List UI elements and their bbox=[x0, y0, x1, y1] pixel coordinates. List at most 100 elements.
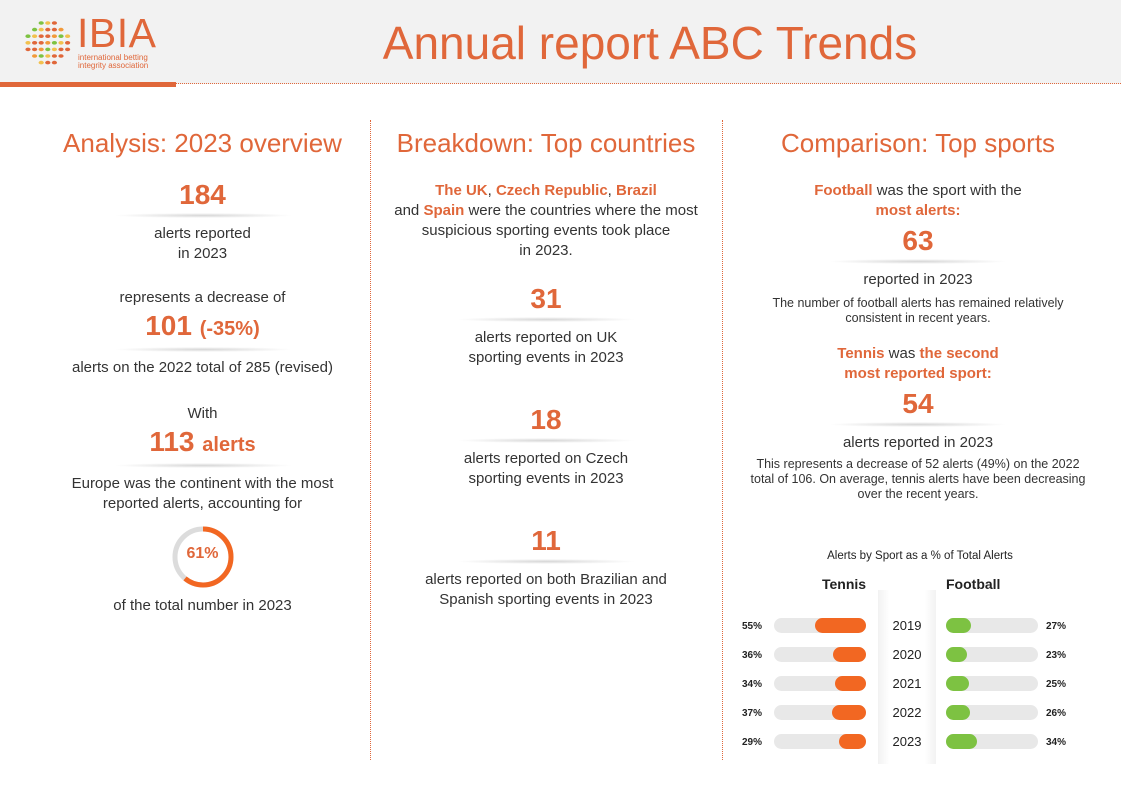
logo-dot bbox=[45, 41, 51, 45]
brazil-text: alerts reported on both Brazilian and Sp… bbox=[380, 570, 712, 610]
logo-dot bbox=[38, 41, 44, 45]
football-pct-label: 26% bbox=[1046, 708, 1067, 719]
logo-dot bbox=[51, 21, 57, 25]
logo-dot bbox=[38, 60, 44, 65]
countries-intro-line2: and Spain were the countries where the m… bbox=[380, 201, 712, 221]
sport-football: Football bbox=[814, 182, 873, 199]
total-alerts-line2: in 2023 bbox=[177, 245, 228, 262]
tennis-bar bbox=[839, 734, 866, 749]
europe-value-row: 113 alerts bbox=[40, 426, 365, 461]
divider bbox=[456, 559, 636, 564]
logo-dot bbox=[38, 54, 44, 58]
logo-dot bbox=[25, 47, 31, 52]
ibia-logo: IBIA international betting integrity ass… bbox=[22, 10, 182, 76]
tennis-track bbox=[774, 734, 866, 749]
divider bbox=[456, 317, 636, 322]
countries-title: Breakdown: Top countries bbox=[396, 128, 696, 158]
tennis-intro-text: was bbox=[884, 345, 920, 362]
logo-dot bbox=[38, 47, 44, 52]
logo-dot bbox=[38, 34, 44, 38]
logo-dot bbox=[58, 34, 64, 38]
divider bbox=[828, 422, 1008, 427]
tennis-track bbox=[774, 705, 866, 720]
brazil-value: 11 bbox=[531, 525, 561, 556]
tennis-text: alerts reported in 2023 bbox=[842, 434, 994, 451]
analysis-title: Analysis: 2023 overview bbox=[63, 128, 342, 158]
logo-wordmark: IBIA bbox=[77, 10, 157, 56]
europe-text: Europe was the continent with the most r… bbox=[40, 474, 365, 514]
tennis-note-line1: This represents a decrease of 52 alerts … bbox=[756, 457, 1080, 471]
tennis-intro-line2: most reported sport: bbox=[844, 365, 992, 382]
logo-dot bbox=[58, 41, 64, 45]
tennis-note-line3: over the recent years. bbox=[857, 487, 979, 501]
countries-intro-line1: The UK, Czech Republic, Brazil bbox=[380, 181, 712, 201]
sports-column: Comparison: Top sports Football was the … bbox=[728, 128, 1108, 502]
czech-text-line1: alerts reported on Czech bbox=[463, 450, 629, 467]
chart-title: Alerts by Sport as a % of Total Alerts bbox=[827, 550, 1013, 562]
tennis-pct-label: 34% bbox=[742, 679, 763, 690]
football-bar bbox=[946, 705, 970, 720]
football-bar bbox=[946, 676, 969, 691]
decrease-text: alerts on the 2022 total of 285 (revised… bbox=[72, 359, 333, 376]
tennis-pct-label: 36% bbox=[742, 650, 763, 661]
football-track bbox=[946, 705, 1038, 720]
logo-dot bbox=[45, 60, 51, 65]
football-pct-label: 25% bbox=[1046, 679, 1067, 690]
football-intro-line1: Football was the sport with the bbox=[728, 181, 1108, 201]
brazil-text-line2: Spanish sporting events in 2023 bbox=[439, 591, 653, 608]
logo-dot bbox=[45, 34, 51, 38]
logo-dot bbox=[25, 41, 31, 45]
logo-dot bbox=[51, 34, 57, 38]
tennis-bar bbox=[831, 705, 866, 720]
total-alerts-value: 184 bbox=[179, 179, 226, 210]
tennis-intro-highlight: the second bbox=[919, 345, 999, 362]
brazil-text-line1: alerts reported on both Brazilian and bbox=[425, 571, 667, 588]
europe-share-text: of the total number in 2023 bbox=[113, 597, 292, 614]
football-intro: Football was the sport with the most ale… bbox=[728, 181, 1108, 221]
year-label: 2023 bbox=[892, 734, 922, 749]
country-brazil: Brazil bbox=[616, 182, 657, 199]
logo-dot bbox=[65, 34, 71, 38]
logo-dot bbox=[65, 41, 71, 45]
logo-dot bbox=[32, 27, 38, 32]
tennis-bar bbox=[834, 676, 866, 691]
tennis-intro-line1: Tennis was the second bbox=[728, 344, 1108, 364]
with-label: With bbox=[187, 405, 218, 422]
football-note: The number of football alerts has remain… bbox=[728, 296, 1108, 326]
football-pct-label: 23% bbox=[1046, 650, 1067, 661]
decrease-value-row: 101 (-35%) bbox=[40, 310, 365, 345]
tennis-note: This represents a decrease of 52 alerts … bbox=[728, 457, 1108, 502]
uk-text: alerts reported on UK sporting events in… bbox=[380, 328, 712, 368]
sports-title: Comparison: Top sports bbox=[780, 128, 1056, 158]
analysis-column: Analysis: 2023 overview 184 alerts repor… bbox=[40, 128, 365, 616]
football-track bbox=[946, 676, 1038, 691]
divider bbox=[112, 213, 293, 218]
europe-share-ring: 61% bbox=[170, 524, 236, 590]
tennis-pct-label: 37% bbox=[742, 708, 763, 719]
football-pct-label: 27% bbox=[1046, 621, 1067, 632]
separator: , bbox=[607, 182, 616, 199]
logo-dot bbox=[51, 54, 57, 58]
tennis-track bbox=[774, 647, 866, 662]
uk-text-line2: sporting events in 2023 bbox=[468, 349, 624, 366]
tennis-note-line2: total of 106. On average, tennis alerts … bbox=[750, 472, 1086, 486]
czech-value: 18 bbox=[530, 404, 562, 435]
football-track bbox=[946, 647, 1038, 662]
ring-chart bbox=[172, 526, 233, 588]
year-label: 2021 bbox=[892, 676, 922, 691]
countries-intro: The UK, Czech Republic, Brazil and Spain… bbox=[380, 181, 712, 261]
logo-dot bbox=[51, 41, 57, 45]
football-intro-line2: most alerts: bbox=[875, 202, 961, 219]
decrease-pct: (-35%) bbox=[199, 318, 260, 340]
tennis-track bbox=[774, 618, 866, 633]
countries-intro-line4: in 2023. bbox=[519, 242, 573, 259]
total-alerts-line1: alerts reported bbox=[154, 225, 251, 242]
football-track bbox=[946, 618, 1038, 633]
total-alerts-text: alerts reported in 2023 bbox=[40, 224, 365, 264]
divider bbox=[456, 438, 636, 443]
intro-text: were the countries where the most bbox=[464, 202, 698, 219]
header-accent-bar bbox=[0, 82, 176, 87]
logo-dot bbox=[32, 47, 38, 52]
logo-dot bbox=[38, 27, 44, 32]
czech-text-line2: sporting events in 2023 bbox=[468, 470, 624, 487]
